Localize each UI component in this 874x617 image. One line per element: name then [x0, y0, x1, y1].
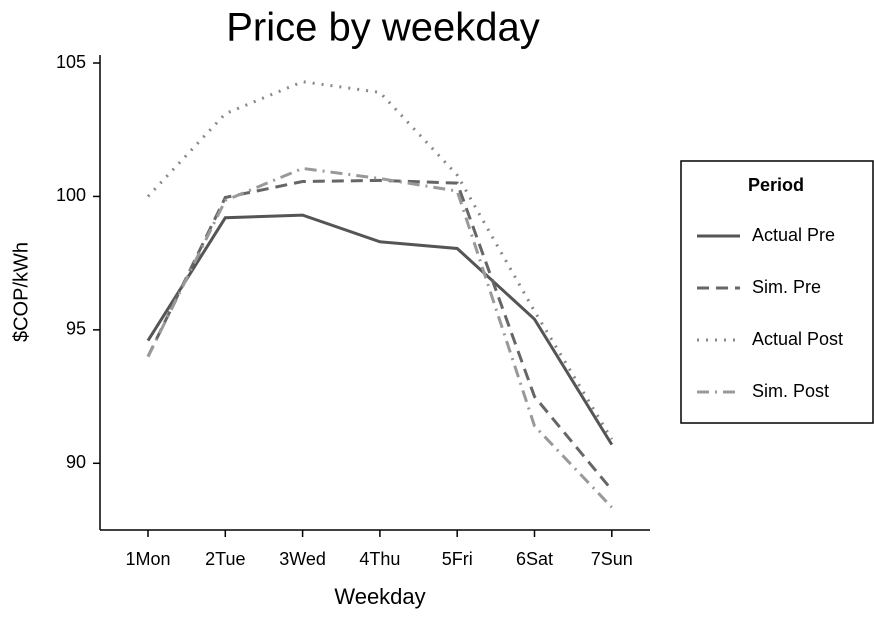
series-line — [146, 80, 614, 441]
series-line — [146, 166, 613, 509]
x-tick-label: 2Tue — [205, 549, 245, 569]
legend-title: Period — [748, 175, 804, 195]
series-line — [146, 178, 613, 491]
y-tick-label: 100 — [56, 185, 86, 205]
legend-label: Sim. Post — [752, 381, 829, 401]
x-tick-label: 7Sun — [591, 549, 633, 569]
y-tick-label: 105 — [56, 52, 86, 72]
y-axis-label: $COP/kWh — [10, 242, 32, 342]
x-tick-label: 3Wed — [279, 549, 326, 569]
y-tick-label: 95 — [66, 319, 86, 339]
legend-label: Actual Post — [752, 329, 843, 349]
x-tick-label: 5Fri — [442, 549, 473, 569]
x-tick-label: 1Mon — [125, 549, 170, 569]
legend-label: Actual Pre — [752, 225, 835, 245]
legend-box — [680, 160, 874, 424]
series-line — [146, 213, 614, 446]
x-tick-label: 6Sat — [516, 549, 553, 569]
x-tick-label: 4Thu — [359, 549, 400, 569]
chart-title: Price by weekday — [226, 6, 539, 50]
y-tick-label: 90 — [66, 452, 86, 472]
legend-label: Sim. Pre — [752, 277, 821, 297]
x-axis-label: Weekday — [334, 584, 425, 609]
